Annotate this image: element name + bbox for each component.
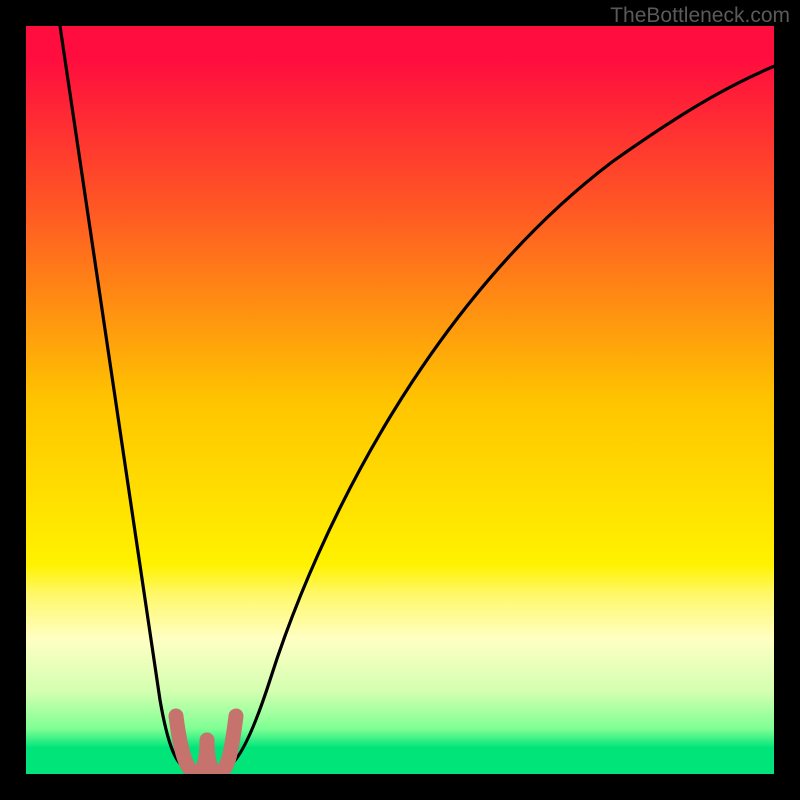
chart-frame: TheBottleneck.com <box>0 0 800 800</box>
bottleneck-chart <box>0 0 800 800</box>
watermark-text: TheBottleneck.com <box>610 4 790 28</box>
